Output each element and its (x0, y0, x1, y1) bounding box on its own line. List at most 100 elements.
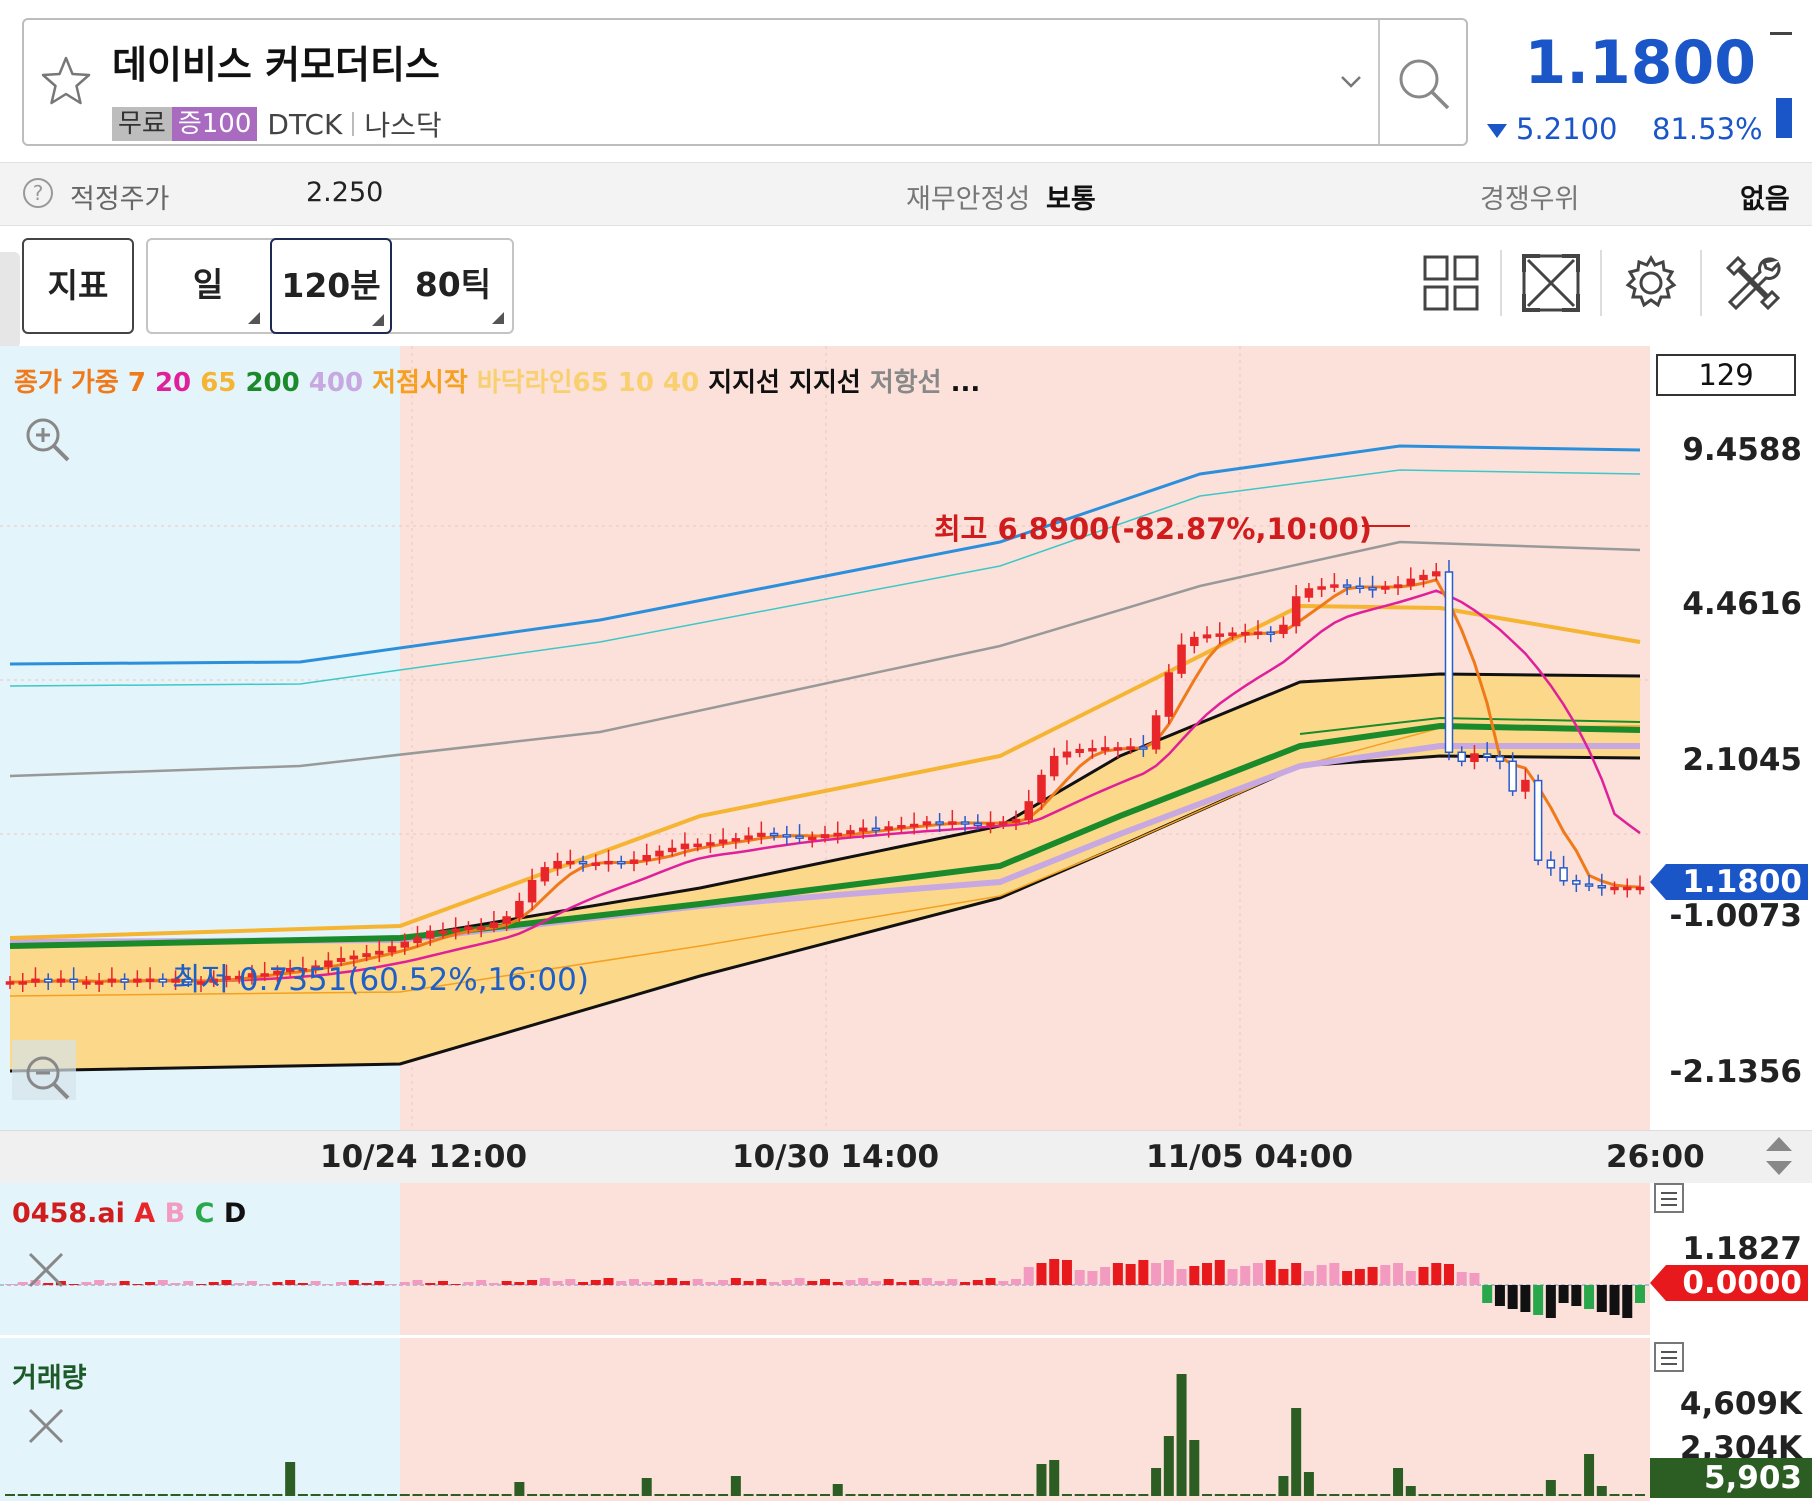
volume-svg[interactable] (0, 1338, 1650, 1501)
volume-bar (132, 1494, 143, 1496)
indicator-bar (1240, 1266, 1251, 1285)
indicator-menu-icon[interactable] (1654, 1183, 1684, 1213)
volume-bar (1393, 1468, 1404, 1496)
volume-bar (336, 1494, 347, 1496)
volume-bar (1227, 1494, 1238, 1496)
indicator-bar (743, 1281, 754, 1285)
indicator-bar (1635, 1285, 1645, 1303)
legend-item[interactable]: 지지선 (789, 368, 870, 398)
zoom-out-icon[interactable] (22, 1052, 72, 1102)
legend-item[interactable]: ... (950, 368, 981, 398)
candle-body (629, 859, 639, 864)
candle-body (234, 975, 244, 980)
candle-body (145, 978, 155, 983)
indicator-bar (285, 1280, 296, 1285)
svg-text:?: ? (33, 181, 44, 205)
legend-item[interactable]: 65 (200, 368, 246, 398)
layout-grid-icon[interactable] (1416, 248, 1486, 318)
indicator-bar (81, 1282, 92, 1285)
indicator-bar (527, 1280, 538, 1285)
price-chart-svg[interactable] (0, 346, 1650, 1130)
legend-item[interactable]: 지지선 (708, 368, 790, 398)
volume-bar (68, 1494, 79, 1496)
price-y-axis[interactable]: 129 9.4588 4.4616 2.1045 -1.0073 -2.1356… (1650, 346, 1812, 1130)
search-icon[interactable] (1394, 54, 1454, 114)
volume-panel[interactable] (0, 1338, 1650, 1501)
indicator-bar (692, 1279, 703, 1285)
volume-bar (234, 1494, 245, 1496)
stock-name: 데이비스 커모더티스 (112, 43, 440, 87)
candle-body (1062, 751, 1072, 758)
indicator-bar (832, 1282, 843, 1285)
ma65-line (9, 603, 1641, 940)
stock-search-box[interactable]: 데이비스 커모더티스 무료 증100 DTCK 나스닥 (22, 18, 1468, 146)
indicator-bar (616, 1281, 627, 1285)
indicator-panel[interactable] (0, 1183, 1650, 1335)
candle-count-box[interactable]: 129 (1656, 354, 1796, 396)
close-volume-icon[interactable] (26, 1406, 66, 1446)
volume-current-tag-bg (1650, 1458, 1812, 1498)
favorite-star-icon[interactable] (38, 54, 94, 110)
volume-bar (1558, 1494, 1569, 1496)
indicator-bar (998, 1281, 1009, 1285)
indicator-bar (1545, 1285, 1556, 1318)
period-80tick-button[interactable]: 80틱 (396, 242, 510, 330)
volume-panel-left-bg (0, 1338, 400, 1501)
candle-body (515, 900, 524, 918)
side-drawer-handle[interactable] (0, 252, 20, 348)
volume-bar (1011, 1494, 1022, 1496)
legend-item[interactable]: 가중 (70, 368, 128, 398)
legend-item[interactable]: 저항선 (869, 368, 951, 398)
indicator-y-top: 1.1827 (1682, 1231, 1802, 1267)
indicator-bar (654, 1280, 665, 1285)
y-label-1: 9.4588 (1682, 432, 1802, 468)
volume-bar (1533, 1494, 1544, 1496)
candles (5, 525, 1645, 992)
volume-bar (94, 1494, 105, 1496)
candle-body (795, 835, 804, 839)
indicator-bar (718, 1280, 729, 1285)
zoom-in-icon[interactable] (22, 414, 72, 464)
indicator-button[interactable]: 지표 (22, 238, 134, 334)
period-day-button[interactable]: 일 (150, 242, 266, 330)
indicator-bar (1011, 1279, 1022, 1285)
volume-menu-icon[interactable] (1654, 1342, 1684, 1372)
legend-item[interactable]: 400 (308, 368, 373, 398)
indicator-bar (119, 1281, 130, 1285)
volume-bar (437, 1494, 448, 1496)
time-x-axis[interactable]: 10/24 12:00 10/30 14:00 11/05 04:00 26:0… (0, 1130, 1812, 1184)
volume-bar (578, 1494, 589, 1496)
volume-bar (1252, 1494, 1263, 1496)
scroll-updown-icon[interactable] (1762, 1133, 1796, 1179)
indicator-bar (450, 1284, 461, 1285)
volume-bar (476, 1494, 487, 1496)
indicator-y-axis[interactable]: 1.1827 0.0000 (1650, 1183, 1812, 1335)
close-indicator-icon[interactable] (26, 1250, 66, 1290)
volume-bar (628, 1494, 639, 1496)
help-icon[interactable]: ? (22, 177, 54, 209)
candle-body (922, 821, 932, 826)
indicator-svg[interactable] (0, 1183, 1650, 1335)
indicator-bar (845, 1280, 856, 1285)
indicator-bar (463, 1282, 474, 1285)
legend-item[interactable]: 200 (245, 368, 309, 398)
tools-icon[interactable] (1716, 248, 1786, 318)
period-120m-button[interactable]: 120분 (270, 238, 392, 334)
legend-item[interactable]: 종가 (14, 368, 71, 398)
chevron-down-icon[interactable] (1336, 66, 1366, 96)
indicator-bar (5, 1284, 15, 1285)
gear-icon[interactable] (1616, 248, 1686, 318)
candle-body (1177, 644, 1186, 674)
volume-y-axis[interactable]: 4,609K 2,304K 5,903 (1650, 1338, 1812, 1501)
indicator-bar (68, 1284, 79, 1285)
indicator-bar (374, 1281, 385, 1285)
volume-bar (412, 1494, 423, 1496)
legend-item[interactable]: 20 (154, 368, 201, 398)
legend-item[interactable]: 7 (127, 368, 155, 398)
fullscreen-icon[interactable] (1516, 248, 1586, 318)
price-chart[interactable] (0, 346, 1650, 1130)
candle-body (617, 860, 626, 865)
volume-bar (1240, 1494, 1251, 1496)
legend-item[interactable]: 바닥라인65 10 40 (476, 368, 709, 398)
legend-item[interactable]: 저점시작 (372, 368, 477, 398)
